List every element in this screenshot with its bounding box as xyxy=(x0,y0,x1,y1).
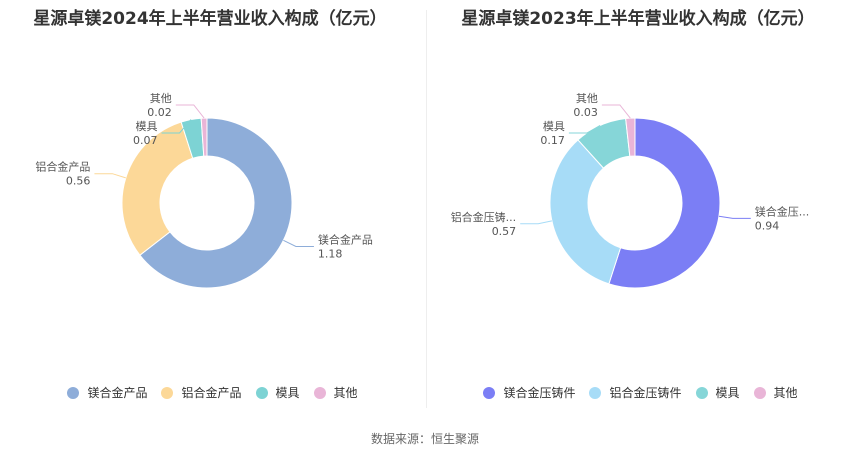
leader-line-0 xyxy=(283,239,314,248)
legend-label: 模具 xyxy=(275,386,300,400)
legend-label: 镁合金压铸件 xyxy=(503,386,576,400)
legend-label: 铝合金压铸件 xyxy=(609,386,682,400)
slice-value-2: 0.17 xyxy=(540,134,565,147)
legend-dot-mold xyxy=(255,386,268,399)
slice-3[interactable] xyxy=(625,117,636,157)
legend-label: 镁合金产品 xyxy=(87,386,148,400)
slice-value-2: 0.07 xyxy=(133,134,158,147)
slice-value-0: 1.18 xyxy=(318,248,343,261)
legend-dot-other xyxy=(313,386,326,399)
chart-title-2024: 星源卓镁2024年上半年营业收入构成（亿元） xyxy=(33,9,387,29)
panel-divider xyxy=(426,10,427,408)
chart-panel-2024: 星源卓镁2024年上半年营业收入构成（亿元） 镁合金产品 1.18 铝合金产品 0.5… xyxy=(0,0,425,420)
legend-dot-mold xyxy=(695,386,708,399)
leader-line-2 xyxy=(568,125,601,134)
leader-line-2 xyxy=(161,119,192,134)
leader-line-1 xyxy=(520,220,552,225)
slice-value-0: 0.94 xyxy=(755,219,780,232)
legend-item-al-product[interactable]: 铝合金产品 xyxy=(161,384,242,401)
slice-label-3: 其他 xyxy=(150,92,172,105)
legend-label: 其他 xyxy=(333,386,358,400)
legend-item-mg-casting[interactable]: 镁合金压铸件 xyxy=(483,384,575,401)
legend-dot-al-product xyxy=(161,386,174,399)
legend-dot-al-casting xyxy=(589,386,602,399)
slice-1[interactable] xyxy=(549,139,622,285)
data-source: 数据来源：恒生聚源 xyxy=(370,432,479,446)
legend-item-mg-product[interactable]: 镁合金产品 xyxy=(67,384,147,401)
legend-2024: 镁合金产品 铝合金产品 模具 其他 xyxy=(0,384,425,401)
slice-label-1: 铝合金产品 xyxy=(35,160,90,174)
slice-value-3: 0.02 xyxy=(147,106,172,119)
leader-line-0 xyxy=(718,215,751,219)
legend-item-al-casting[interactable]: 铝合金压铸件 xyxy=(589,384,682,401)
leader-line-3 xyxy=(175,104,205,119)
legend-dot-mg-product xyxy=(67,386,80,399)
leader-line-1 xyxy=(94,173,126,179)
chart-panel-2023: 星源卓镁2023年上半年营业收入构成（亿元） 镁合金压... 0.94 铝合金压铸.… xyxy=(428,0,850,420)
legend-dot-other xyxy=(753,386,766,399)
leader-line-3 xyxy=(601,104,631,119)
legend-2023: 镁合金压铸件 铝合金压铸件 模具 其他 xyxy=(428,384,850,401)
slice-label-2: 模具 xyxy=(543,120,565,133)
legend-label: 模具 xyxy=(715,386,740,400)
slice-value-3: 0.03 xyxy=(573,106,598,119)
slice-label-2: 模具 xyxy=(136,120,158,133)
donut-chart-2023: 镁合金压...0.94 铝合金压铸...0.57 模具0.17 其他0.03 xyxy=(451,92,810,289)
slice-0[interactable] xyxy=(608,117,721,289)
legend-item-mold[interactable]: 模具 xyxy=(695,384,740,401)
legend-label: 其他 xyxy=(773,386,798,400)
legend-item-other[interactable]: 其他 xyxy=(753,384,798,401)
slice-label-0: 镁合金压... xyxy=(755,204,810,218)
slice-label-0: 镁合金产品 xyxy=(318,233,373,247)
slice-value-1: 0.57 xyxy=(492,225,517,238)
slice-value-1: 0.56 xyxy=(66,175,91,188)
slice-label-1: 铝合金压铸... xyxy=(451,210,517,224)
slice-1[interactable] xyxy=(121,121,194,256)
slice-3[interactable] xyxy=(200,117,208,157)
slice-label-3: 其他 xyxy=(576,92,598,105)
legend-dot-mg-casting xyxy=(483,386,496,399)
chart-title-2023: 星源卓镁2023年上半年营业收入构成（亿元） xyxy=(461,9,815,29)
legend-item-other[interactable]: 其他 xyxy=(313,384,358,401)
legend-item-mold[interactable]: 模具 xyxy=(255,384,300,401)
slice-0[interactable] xyxy=(139,117,293,289)
legend-label: 铝合金产品 xyxy=(181,386,242,400)
